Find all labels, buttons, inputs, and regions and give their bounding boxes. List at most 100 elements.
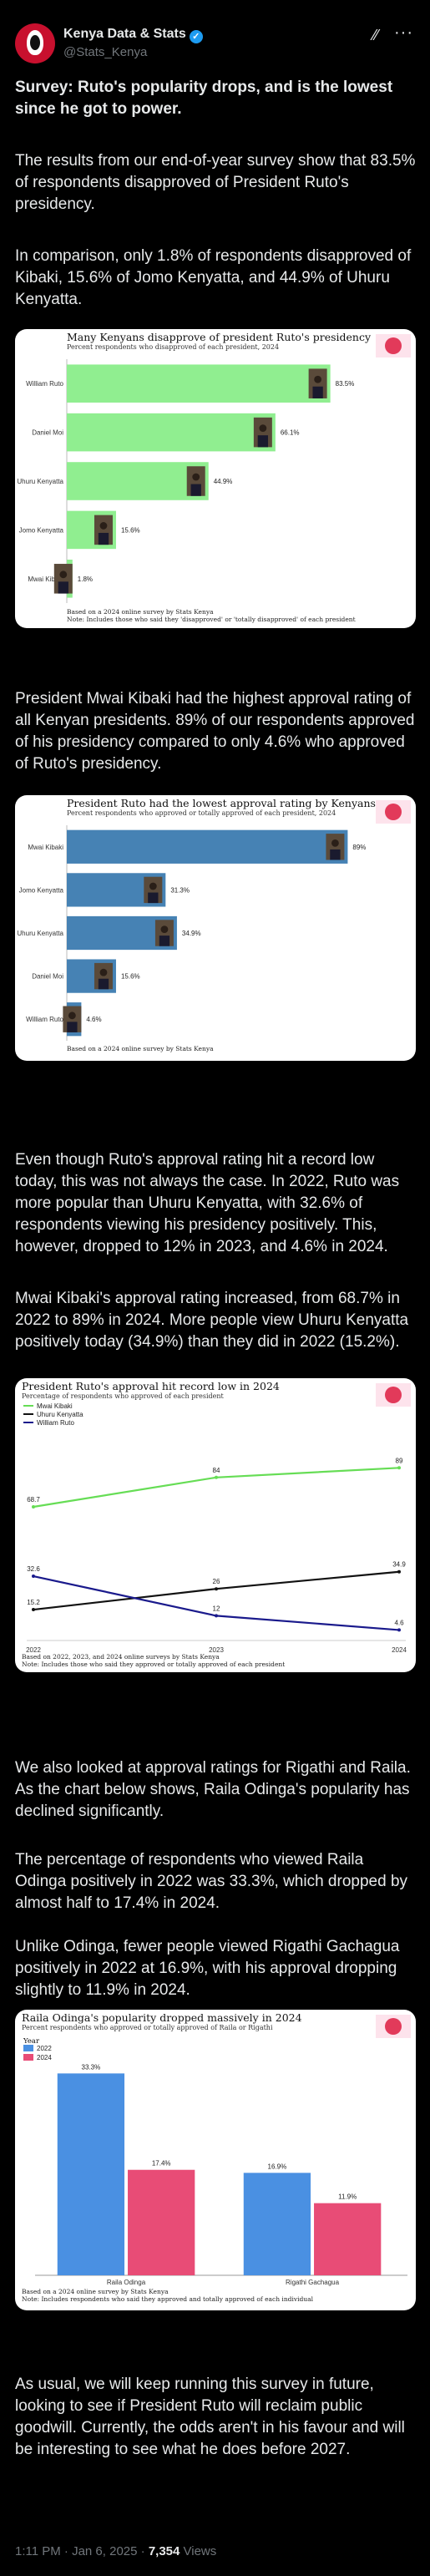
portrait-head-icon [99,522,108,530]
chart-disapproval[interactable]: Many Kenyans disapprove of president Rut… [15,329,416,628]
kenya-map-icon [385,2018,402,2035]
author-name-text[interactable]: Kenya Data & Stats [63,27,186,41]
bar [67,364,331,403]
bar [314,2203,382,2275]
category-label: William Ruto [26,1016,63,1023]
data-label: 11.9% [338,2193,357,2201]
post-paragraph-5: Mwai Kibaki's approval rating increased,… [15,1290,409,1351]
post-paragraph-1: The results from our end-of-year survey … [15,152,416,213]
category-label: Jomo Kenyatta [19,526,64,534]
portrait-head-icon [99,968,108,976]
portrait-head-icon [314,375,322,383]
legend-swatch [23,2054,33,2061]
portrait-body-icon [98,978,109,990]
data-label: 89% [352,844,366,851]
category-label: Daniel Moi [32,973,63,981]
chart-title: President Ruto had the lowest approval r… [67,797,376,809]
post-heading: Survey: Ruto's popularity drops, and is … [15,79,393,118]
chart-title: President Ruto's approval hit record low… [22,1380,280,1392]
more-options-icon[interactable]: ··· [394,23,413,42]
data-label: 44.9% [214,478,233,485]
category-label: Rigathi Gachagua [286,2279,340,2286]
post-timestamp[interactable]: 1:11 PM · Jan 6, 2025 · [15,2544,149,2558]
views-count: 7,354 [148,2544,180,2558]
chart-raila-rigathi[interactable]: Raila Odinga's popularity dropped massiv… [15,2010,416,2310]
data-point [215,1614,218,1618]
portrait-head-icon [68,1012,76,1020]
data-label: 15.6% [121,973,140,981]
post-paragraph-4: Even though Ruto's approval rating hit a… [15,1151,400,1255]
post-paragraph-7: The percentage of respondents who viewed… [15,1851,408,1912]
chart-note: Based on 2022, 2023, and 2024 online sur… [22,1653,220,1661]
data-label: 4.6% [86,1016,101,1023]
data-label: 26 [213,1578,220,1585]
data-point [32,1608,35,1612]
portrait-body-icon [312,386,323,398]
data-label: 16.9% [268,2163,287,2170]
portrait-body-icon [58,581,68,594]
data-label: 17.4% [152,2160,171,2168]
chart-note: Based on a 2024 online survey by Stats K… [67,608,214,616]
chart-approval[interactable]: President Ruto had the lowest approval r… [15,795,416,1061]
portrait-body-icon [98,532,109,545]
post-paragraph-3: President Mwai Kibaki had the highest ap… [15,690,415,773]
chart-note: Based on a 2024 online survey by Stats K… [22,2288,169,2295]
x-tick-label: 2023 [209,1646,224,1654]
post-paragraph-8: Unlike Odinga, fewer people viewed Rigat… [15,1938,400,1999]
chart-note: Note: Includes those who said they 'disa… [67,616,356,623]
data-label: 32.6 [27,1565,40,1573]
data-point [397,1569,401,1574]
post-metadata: 1:11 PM · Jan 6, 2025 · 7,354 Views [15,2544,216,2558]
portrait-head-icon [160,925,169,934]
chart-approval-svg: President Ruto had the lowest approval r… [17,797,411,1052]
portrait-head-icon [192,473,200,481]
chart-approval-trend[interactable]: President Ruto's approval hit record low… [15,1378,416,1672]
data-label: 4.6 [394,1619,404,1626]
bar [67,829,348,864]
legend-title: Year [23,2037,40,2046]
data-label: 34.9 [392,1561,406,1569]
post-paragraph-6: We also looked at approval ratings for R… [15,1759,411,1820]
bar [128,2169,195,2275]
portrait-body-icon [330,849,341,860]
category-label: Uhuru Kenyatta [17,478,63,485]
data-label: 15.6% [121,526,140,534]
grok-icon[interactable]: ⁄⁄ [372,27,378,43]
post-paragraph-9: As usual, we will keep running this surv… [15,2376,405,2458]
x-tick-label: 2024 [392,1646,407,1654]
post-header: Kenya Data & Stats ✓ @Stats_Kenya ⁄⁄ ··· [15,23,415,70]
data-point [32,1504,35,1509]
data-label: 33.3% [82,2063,101,2071]
data-label: 34.9% [182,930,201,937]
views-label: Views [180,2544,217,2558]
chart-note: Note: Includes respondents who said they… [22,2295,314,2303]
shield-icon [27,30,43,55]
portrait-body-icon [67,1022,78,1032]
data-label: 15.2 [27,1599,40,1606]
author-name[interactable]: Kenya Data & Stats ✓ [63,27,203,43]
data-label: 12 [213,1605,220,1612]
legend-swatch [23,2045,33,2051]
kenya-map-icon [385,1387,402,1403]
portrait-head-icon [59,570,68,579]
category-label: Raila Odinga [107,2279,146,2286]
chart-raila-rigathi-svg: Raila Odinga's popularity dropped massiv… [22,2011,411,2303]
data-point [215,1475,218,1479]
bar [57,2073,125,2275]
portrait-body-icon [190,484,201,496]
legend-item: William Ruto [37,1419,74,1427]
author-handle[interactable]: @Stats_Kenya [63,45,148,59]
chart-logo [376,334,411,357]
category-label: Uhuru Kenyatta [17,930,63,937]
chart-logo [376,2015,411,2038]
avatar[interactable] [15,23,55,63]
data-label: 84 [213,1467,220,1474]
x-tick-label: 2022 [26,1646,41,1654]
post-paragraph-2: In comparison, only 1.8% of respondents … [15,247,412,308]
data-label: 1.8% [78,576,93,583]
portrait-head-icon [259,424,267,433]
category-label: Jomo Kenyatta [19,886,64,894]
chart-logo [376,1383,411,1407]
data-point [32,1575,35,1579]
bar [67,462,209,500]
